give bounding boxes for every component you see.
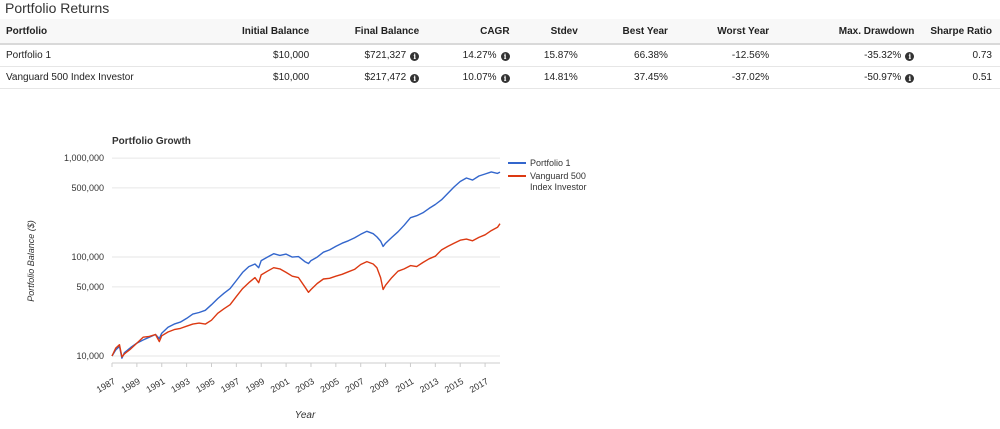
y-axis-label: Portfolio Balance ($) xyxy=(26,220,36,302)
col-header-worst-year[interactable]: Worst Year xyxy=(675,19,778,45)
info-icon[interactable]: i xyxy=(905,74,915,83)
x-tick-label: 2007 xyxy=(343,376,365,395)
x-tick-label: 1995 xyxy=(194,376,216,395)
portfolio-growth-chart: Portfolio Growth Year Portfolio Balance … xyxy=(0,126,620,424)
final-balance-value: $721,327 xyxy=(364,50,407,61)
chart-svg: Portfolio Growth Year Portfolio Balance … xyxy=(26,136,587,421)
x-tick-label: 2009 xyxy=(368,376,390,395)
col-header-cagr[interactable]: CAGR xyxy=(427,19,518,45)
chart-title: Portfolio Growth xyxy=(112,136,191,147)
cell-sharpe-ratio: 0.73 xyxy=(922,44,1000,67)
x-tick-label: 1999 xyxy=(244,376,266,395)
series-line xyxy=(111,223,501,358)
table-row: Vanguard 500 Index Investor $10,000 $217… xyxy=(0,66,1000,89)
x-tick-label: 1993 xyxy=(169,376,191,395)
info-icon[interactable]: i xyxy=(500,52,510,61)
page-title: Portfolio Returns xyxy=(5,0,110,16)
col-header-stdev[interactable]: Stdev xyxy=(517,19,586,45)
final-balance-value: $217,472 xyxy=(364,72,407,83)
cell-best-year: 66.38% xyxy=(585,44,676,67)
cagr-value: 14.27% xyxy=(462,50,497,61)
cell-worst-year: -37.02% xyxy=(675,66,778,89)
x-tick-label: 1987 xyxy=(95,376,117,395)
series-lines xyxy=(111,171,501,359)
legend[interactable]: Portfolio 1 Vanguard 500 Index Investor xyxy=(508,158,587,192)
max-drawdown-value: -35.32% xyxy=(864,50,902,61)
legend-item[interactable]: Vanguard 500 Index Investor xyxy=(508,171,587,192)
x-tick-label: 1991 xyxy=(144,376,166,395)
portfolio-returns-table: Portfolio Initial Balance Final Balance … xyxy=(0,19,1000,89)
col-header-sharpe-ratio[interactable]: Sharpe Ratio xyxy=(922,19,1000,45)
info-icon[interactable]: i xyxy=(410,52,420,61)
cell-stdev: 14.81% xyxy=(517,66,586,89)
legend-label: Vanguard 500 Index Investor xyxy=(530,171,587,192)
x-axis-label: Year xyxy=(295,410,316,421)
x-tick-label: 2013 xyxy=(418,376,440,395)
x-tick-label: 1989 xyxy=(120,376,142,395)
col-header-best-year[interactable]: Best Year xyxy=(585,19,676,45)
cell-final-balance: $721,327 i xyxy=(317,44,428,67)
cell-worst-year: -12.56% xyxy=(675,44,778,67)
cell-final-balance: $217,472 i xyxy=(317,66,428,89)
cell-max-drawdown: -50.97% i xyxy=(777,66,923,89)
info-icon[interactable]: i xyxy=(410,74,420,83)
table-header-row: Portfolio Initial Balance Final Balance … xyxy=(0,19,1000,45)
cell-initial-balance: $10,000 xyxy=(223,44,318,67)
x-tick-label: 2011 xyxy=(394,376,416,394)
y-tick-label: 100,000 xyxy=(71,252,104,262)
table-row: Portfolio 1 $10,000 $721,327 i 14.27% i 15… xyxy=(0,44,1000,67)
x-tick-label: 2001 xyxy=(269,376,291,395)
y-tick-label: 10,000 xyxy=(76,351,104,361)
series-line xyxy=(111,171,501,359)
cell-sharpe-ratio: 0.51 xyxy=(922,66,1000,89)
cell-best-year: 37.45% xyxy=(585,66,676,89)
gridlines xyxy=(112,157,500,357)
cell-initial-balance: $10,000 xyxy=(223,66,318,89)
legend-item[interactable]: Portfolio 1 xyxy=(508,158,571,168)
cell-cagr: 10.07% i xyxy=(427,66,518,89)
col-header-max-drawdown[interactable]: Max. Drawdown xyxy=(777,19,923,45)
x-tick-label: 1997 xyxy=(219,376,241,395)
max-drawdown-value: -50.97% xyxy=(864,72,902,83)
x-tick-label: 2003 xyxy=(294,376,316,395)
y-tick-label: 1,000,000 xyxy=(64,153,104,163)
cell-portfolio: Vanguard 500 Index Investor xyxy=(0,66,224,89)
x-tick-label: 2017 xyxy=(468,376,490,395)
legend-label: Portfolio 1 xyxy=(530,158,571,168)
info-icon[interactable]: i xyxy=(905,52,915,61)
cell-portfolio: Portfolio 1 xyxy=(0,44,224,67)
cell-max-drawdown: -35.32% i xyxy=(777,44,923,67)
cell-stdev: 15.87% xyxy=(517,44,586,67)
col-header-initial-balance[interactable]: Initial Balance xyxy=(223,19,318,45)
col-header-portfolio[interactable]: Portfolio xyxy=(0,19,224,45)
info-icon[interactable]: i xyxy=(500,74,510,83)
y-tick-label: 500,000 xyxy=(71,183,104,193)
cagr-value: 10.07% xyxy=(462,72,497,83)
x-tick-label: 2005 xyxy=(318,376,340,395)
x-tick-label: 2015 xyxy=(443,376,465,395)
y-tick-label: 50,000 xyxy=(76,282,104,292)
cell-cagr: 14.27% i xyxy=(427,44,518,67)
col-header-final-balance[interactable]: Final Balance xyxy=(317,19,428,45)
